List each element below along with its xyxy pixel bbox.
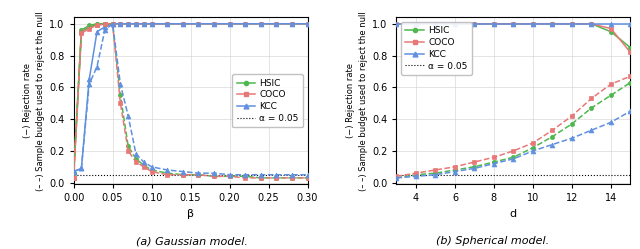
X-axis label: d: d: [510, 209, 517, 219]
Legend: HSIC, COCO, KCC, α = 0.05: HSIC, COCO, KCC, α = 0.05: [401, 22, 472, 75]
Y-axis label: (−) Rejection rate
(– –) Sample budget used to reject the null: (−) Rejection rate (– –) Sample budget u…: [23, 11, 45, 191]
Text: (a) Gaussian model.: (a) Gaussian model.: [136, 236, 248, 246]
Y-axis label: (−) Rejection rate
(– –) Sample budget used to reject the null: (−) Rejection rate (– –) Sample budget u…: [346, 11, 368, 191]
Legend: HSIC, COCO, KCC, α = 0.05: HSIC, COCO, KCC, α = 0.05: [232, 74, 303, 127]
Text: (b) Spherical model.: (b) Spherical model.: [436, 236, 549, 246]
X-axis label: β: β: [187, 209, 194, 219]
